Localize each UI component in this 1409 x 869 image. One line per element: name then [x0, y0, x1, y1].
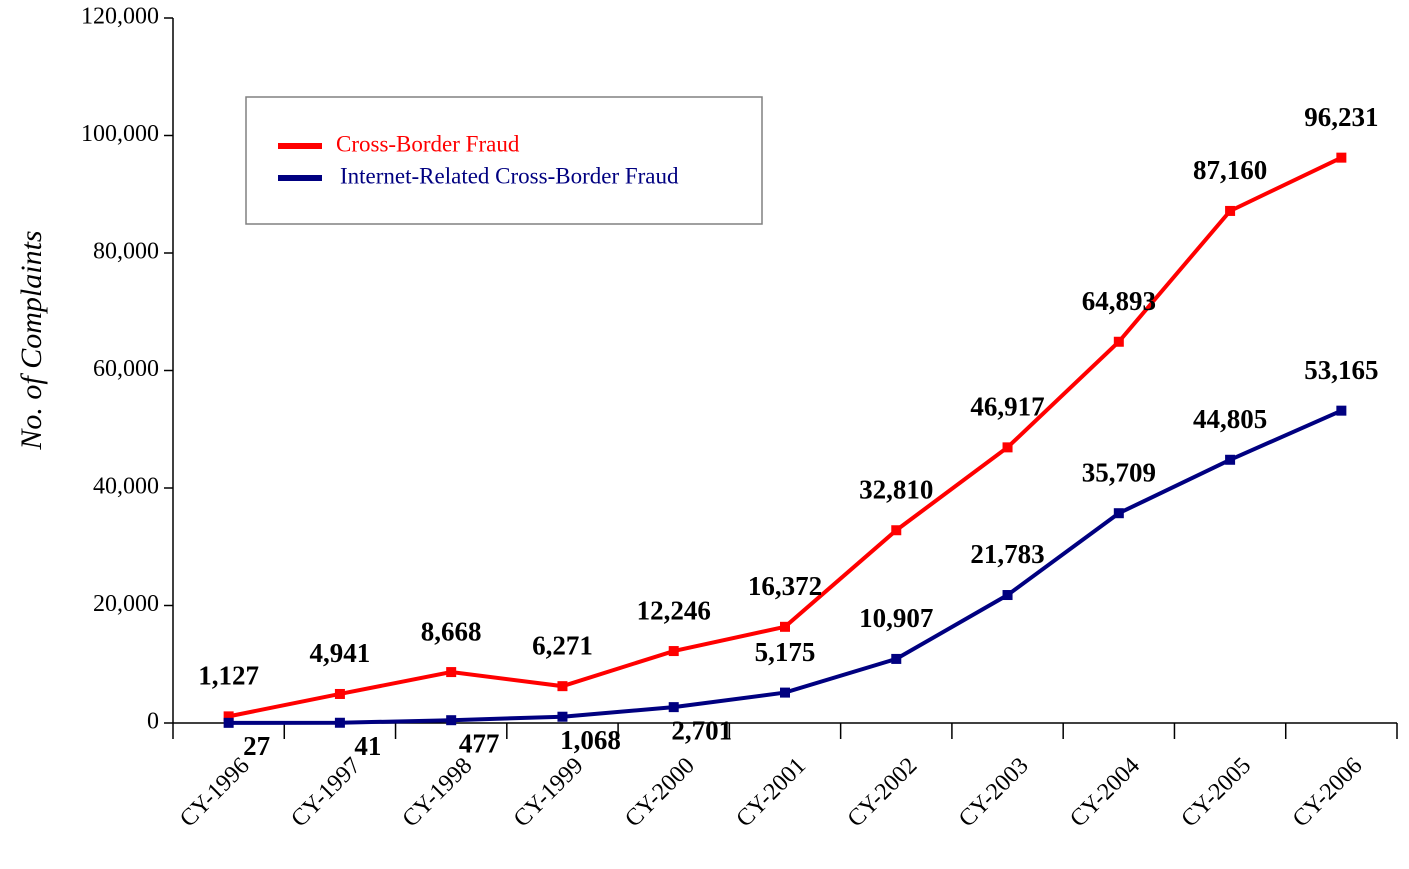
marker [1336, 152, 1347, 163]
data-label: 46,917 [970, 392, 1044, 422]
marker [891, 653, 902, 664]
line [228, 408, 1343, 725]
x-tick-label: CY-2000 [620, 753, 700, 833]
marker [223, 711, 234, 722]
marker [891, 525, 902, 536]
y-tick-label: 20,000 [93, 591, 159, 617]
legend-label: Internet-Related Cross-Border Fraud [340, 163, 679, 188]
data-label: 1,068 [560, 725, 621, 755]
data-label: 27 [243, 731, 270, 761]
data-label: 35,709 [1082, 457, 1156, 487]
marker [780, 621, 790, 632]
marker [780, 687, 790, 698]
data-label: 6,271 [532, 630, 593, 660]
x-tick-label: CY-2004 [1065, 753, 1145, 833]
legend-box [245, 96, 763, 225]
marker [446, 715, 457, 726]
x-tick-label: CY-1996 [175, 753, 255, 833]
y-tick-label: 80,000 [93, 239, 159, 265]
marker [1113, 508, 1124, 519]
data-label: 16,372 [748, 571, 822, 601]
legend-label: Cross-Border Fraud [336, 131, 520, 156]
x-tick-label: CY-1997 [286, 753, 366, 833]
data-label: 4,941 [310, 638, 371, 668]
marker [1225, 454, 1236, 465]
data-label: 1,127 [198, 661, 259, 691]
x-tick-label: CY-2002 [843, 753, 923, 833]
data-label: 44,805 [1193, 404, 1267, 434]
data-label: 10,907 [859, 603, 933, 633]
line [228, 155, 1343, 719]
marker [1113, 336, 1124, 347]
y-tick-label: 100,000 [81, 121, 159, 147]
marker [557, 681, 568, 692]
data-label: 2,701 [671, 715, 732, 745]
data-label: 87,160 [1193, 155, 1267, 185]
x-tick-label: CY-1999 [509, 753, 589, 833]
data-label: 53,165 [1304, 355, 1378, 385]
data-label: 477 [459, 728, 500, 758]
marker [334, 688, 345, 699]
y-tick-label: 40,000 [93, 474, 159, 500]
data-label: 21,783 [970, 539, 1044, 569]
x-tick-label: CY-2003 [954, 753, 1034, 833]
data-label: 32,810 [859, 474, 933, 504]
marker [668, 646, 679, 657]
x-tick-label: CY-2006 [1288, 753, 1368, 833]
marker [1225, 205, 1236, 216]
y-tick-label: 0 [147, 709, 159, 735]
data-label: 64,893 [1082, 286, 1156, 316]
marker [1002, 442, 1013, 453]
y-tick-label: 120,000 [81, 4, 159, 30]
x-tick-label: CY-1998 [398, 753, 478, 833]
marker [223, 717, 234, 728]
y-axis-label: No. of Complaints [15, 230, 48, 450]
x-tick-label: CY-2005 [1177, 753, 1257, 833]
marker [1002, 590, 1013, 601]
marker [1336, 405, 1347, 416]
data-label: 41 [354, 731, 381, 761]
data-label: 12,246 [637, 595, 711, 625]
data-label: 96,231 [1304, 102, 1378, 132]
y-tick-label: 60,000 [93, 356, 159, 382]
marker [334, 717, 345, 728]
marker [446, 667, 457, 678]
data-label: 8,668 [421, 616, 482, 646]
data-label: 5,175 [755, 637, 816, 667]
x-tick-label: CY-2001 [731, 753, 811, 833]
marker [557, 711, 568, 722]
marker [668, 702, 679, 713]
